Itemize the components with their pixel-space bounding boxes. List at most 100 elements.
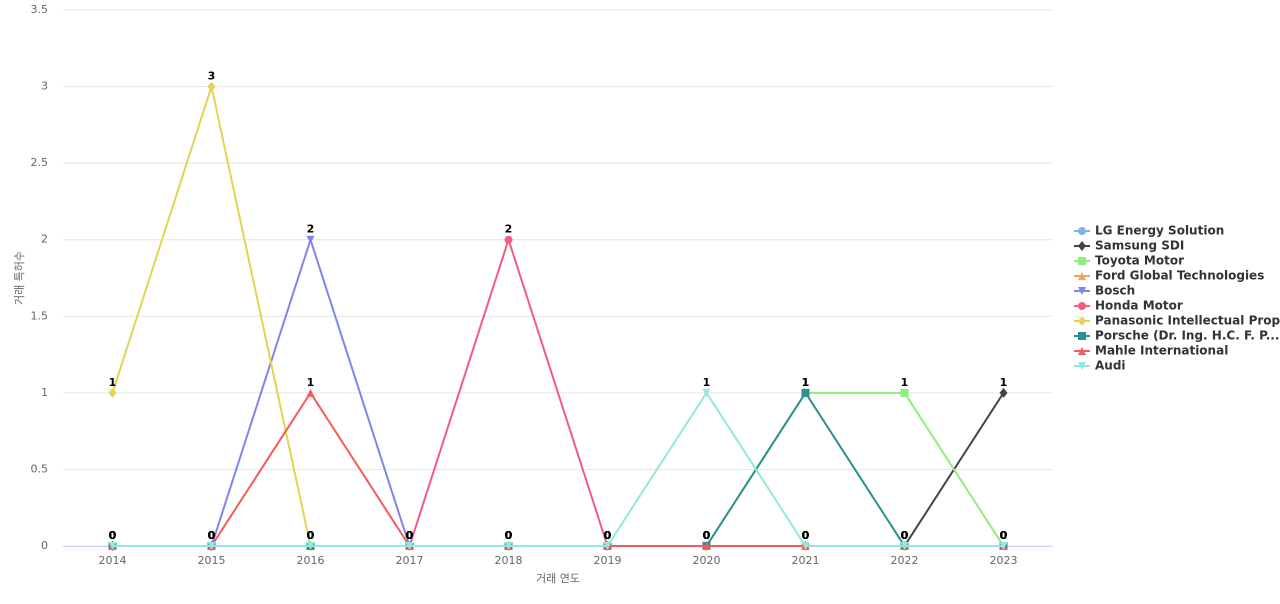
data-label: 0: [703, 529, 711, 542]
series-line: [112, 391, 1004, 547]
data-label: 0: [604, 529, 612, 542]
point: [900, 542, 909, 550]
data-label: 1: [1000, 376, 1008, 389]
data-label: 0: [208, 529, 216, 542]
data-label: 0: [406, 529, 414, 542]
data-label: 0: [406, 529, 414, 542]
data-label: 0: [604, 529, 612, 542]
data-label: 0: [802, 529, 810, 542]
point: [900, 388, 909, 397]
data-label: 0: [901, 529, 909, 542]
data-label: 0: [505, 529, 513, 542]
data-label: 0: [901, 529, 909, 542]
data-label: 0: [901, 529, 909, 542]
data-label: 0: [901, 529, 909, 542]
point: [108, 387, 117, 398]
point: [999, 542, 1008, 550]
data-label: 0: [505, 529, 513, 542]
data-label: 0: [109, 529, 117, 542]
data-label: 0: [802, 529, 810, 542]
data-label: 0: [505, 529, 513, 542]
data-label: 0: [1000, 529, 1008, 542]
data-label: 0: [604, 529, 612, 542]
data-label: 0: [406, 529, 414, 542]
x-tick-label: 2018: [495, 554, 523, 567]
data-label: 0: [505, 529, 513, 542]
data-label: 0: [604, 529, 612, 542]
y-tick-label: 3.5: [31, 3, 49, 16]
data-label: 0: [703, 529, 711, 542]
data-label: 1: [901, 376, 909, 389]
data-label: 0: [307, 529, 315, 542]
data-label: 0: [307, 529, 315, 542]
y-tick-label: 2: [41, 233, 48, 246]
data-label: 1: [802, 376, 810, 389]
x-tick-label: 2014: [99, 554, 127, 567]
legend-label: Mahle International: [1095, 344, 1228, 358]
data-label: 0: [703, 529, 711, 542]
data-label: 0: [802, 529, 810, 542]
data-label: 0: [505, 529, 513, 542]
data-label: 0: [406, 529, 414, 542]
y-tick-label: 3: [41, 80, 48, 93]
data-label: 0: [208, 529, 216, 542]
legend-marker: [1078, 241, 1086, 251]
data-label: 0: [1000, 529, 1008, 542]
x-tick-label: 2023: [990, 554, 1018, 567]
data-label: 0: [604, 529, 612, 542]
data-label: 0: [505, 529, 513, 542]
data-label: 0: [604, 529, 612, 542]
data-label: 0: [505, 529, 513, 542]
data-label: 0: [208, 529, 216, 542]
point: [207, 81, 216, 92]
data-label: 0: [307, 529, 315, 542]
data-label: 0: [802, 529, 810, 542]
data-label: 0: [901, 529, 909, 542]
data-label: 1: [109, 376, 117, 389]
legend-marker: [1078, 272, 1086, 280]
data-label: 0: [703, 529, 711, 542]
data-label: 0: [604, 529, 612, 542]
legend-label: Audi: [1095, 359, 1126, 373]
data-label: 0: [703, 529, 711, 542]
data-label: 0: [208, 529, 216, 542]
data-label: 0: [901, 529, 909, 542]
data-label: 3: [208, 70, 216, 83]
data-label: 1: [703, 376, 711, 389]
data-label: 0: [208, 529, 216, 542]
legend-label: Ford Global Technologies: [1095, 269, 1264, 283]
point: [999, 387, 1008, 398]
data-label: 0: [604, 529, 612, 542]
data-label: 0: [109, 529, 117, 542]
data-label: 0: [1000, 529, 1008, 542]
point: [801, 542, 810, 550]
data-label: 0: [109, 529, 117, 542]
data-label: 0: [802, 529, 810, 542]
data-label: 0: [901, 529, 909, 542]
x-tick-label: 2022: [891, 554, 919, 567]
data-label: 0: [406, 529, 414, 542]
legend-marker: [1078, 287, 1086, 295]
data-label: 0: [1000, 529, 1008, 542]
data-label: 2: [505, 223, 513, 236]
data-label: 0: [109, 529, 117, 542]
y-tick-label: 1.5: [31, 309, 49, 322]
data-label: 0: [109, 529, 117, 542]
x-axis-label: 거래 연도: [536, 572, 580, 585]
point: [405, 542, 414, 550]
data-label: 1: [802, 376, 810, 389]
y-axis-label: 거래 특허수: [13, 251, 26, 305]
data-label: 0: [208, 529, 216, 542]
data-label: 0: [1000, 529, 1008, 542]
data-label: 0: [307, 529, 315, 542]
data-label: 0: [109, 529, 117, 542]
legend-marker: [1078, 257, 1086, 265]
point: [504, 542, 513, 550]
data-label: 0: [307, 529, 315, 542]
legend-label: Porsche (Dr. Ing. H.C. F. P...: [1095, 329, 1279, 343]
data-label: 0: [109, 529, 117, 542]
point: [702, 388, 711, 397]
data-label: 0: [208, 529, 216, 542]
x-tick-label: 2020: [693, 554, 721, 567]
data-label: 0: [406, 529, 414, 542]
